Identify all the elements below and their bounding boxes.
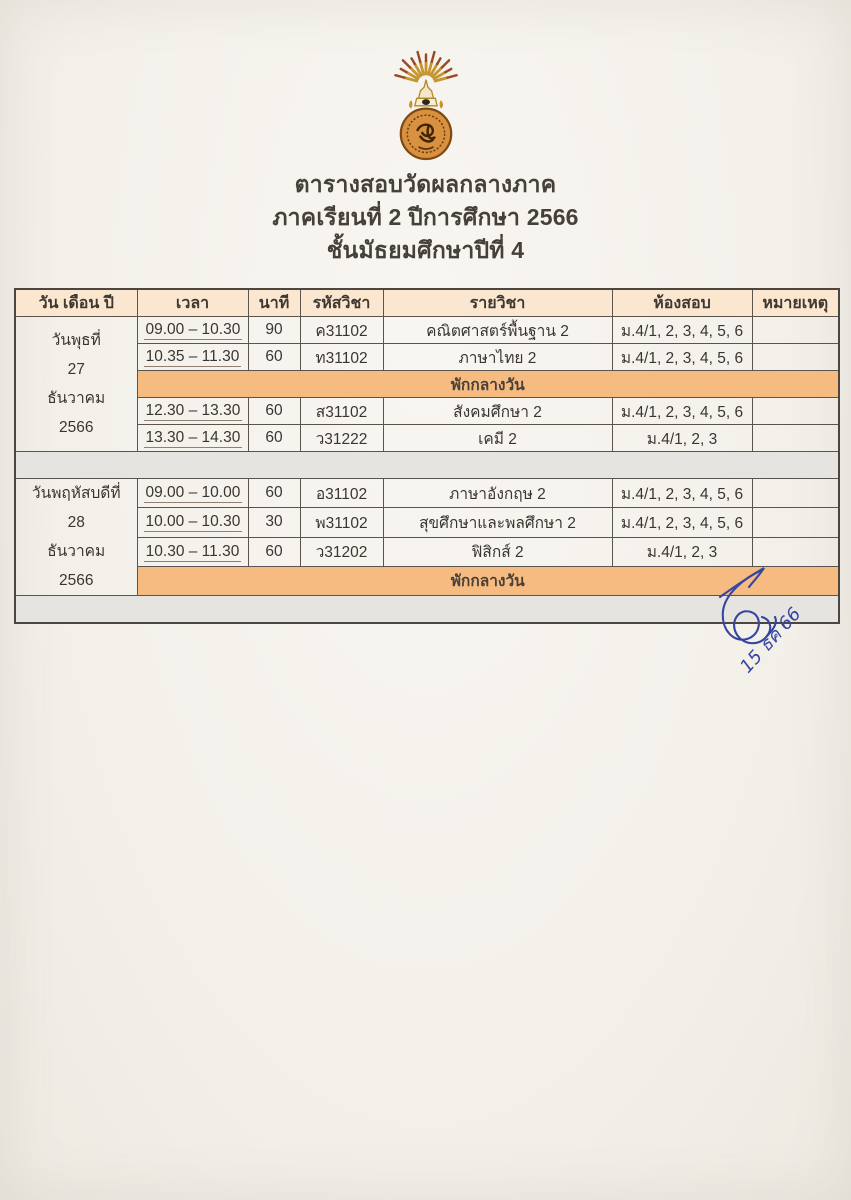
date-line: 28 bbox=[67, 514, 85, 531]
table-row: 10.30 – 11.30 60 ว31202 ฟิสิกส์ 2 ม.4/1,… bbox=[15, 536, 840, 567]
note-cell bbox=[751, 507, 840, 538]
day-separator-row bbox=[14, 595, 840, 624]
note-cell bbox=[751, 424, 840, 452]
table-row: 10.35 – 11.30 60 ท31102 ภาษาไทย 2 ม.4/1,… bbox=[15, 343, 840, 371]
subject-cell: คณิตศาสตร์พื้นฐาน 2 bbox=[382, 316, 613, 344]
date-line: 2566 bbox=[59, 572, 94, 589]
minutes-cell: 60 bbox=[247, 424, 301, 452]
subject-code-cell: ส31102 bbox=[299, 397, 384, 425]
time-cell: 09.00 – 10.00 bbox=[136, 477, 249, 509]
room-cell: ม.4/1, 2, 3, 4, 5, 6 bbox=[611, 477, 753, 509]
date-line: ธันวาคม bbox=[47, 390, 106, 407]
note-cell bbox=[751, 536, 840, 567]
day-separator-band bbox=[14, 451, 840, 479]
col-header-code: รหัสวิชา bbox=[299, 288, 384, 317]
subtitle-grade-level: ชั้นมัธยมศึกษาปีที่ 4 bbox=[326, 237, 525, 263]
time-range: 10.00 – 10.30 bbox=[143, 513, 243, 533]
subject-code-cell: พ31102 bbox=[299, 507, 384, 538]
subtitle-semester: ภาคเรียนที่ 2 ปีการศึกษา 2566 bbox=[272, 204, 579, 230]
minutes-cell: 30 bbox=[247, 507, 301, 538]
note-cell bbox=[751, 477, 840, 509]
subject-cell: ฟิสิกส์ 2 bbox=[382, 536, 613, 567]
crest-disc bbox=[399, 107, 452, 161]
time-range: 09.00 – 10.00 bbox=[143, 484, 243, 504]
table-row: วันพุธที่ 27 ธันวาคม 2566 09.00 – 10.30 … bbox=[14, 316, 840, 452]
subject-cell: ภาษาอังกฤษ 2 bbox=[382, 477, 613, 509]
date-line: 2566 bbox=[59, 419, 94, 436]
minutes-cell: 60 bbox=[247, 477, 301, 509]
minutes-cell: 90 bbox=[247, 316, 301, 344]
col-header-date: วัน เดือน ปี bbox=[14, 288, 138, 317]
day-separator-band bbox=[14, 595, 840, 624]
day-separator-row bbox=[14, 451, 840, 479]
subject-cell: ภาษาไทย 2 bbox=[382, 343, 613, 371]
minutes-cell: 60 bbox=[247, 397, 301, 425]
room-cell: ม.4/1, 2, 3, 4, 5, 6 bbox=[611, 343, 753, 371]
school-crest-icon bbox=[393, 50, 458, 161]
date-cell-day1: วันพุธที่ 27 ธันวาคม 2566 bbox=[14, 316, 138, 452]
col-header-subject: รายวิชา bbox=[382, 288, 613, 317]
table-row: 13.30 – 14.30 60 ว31222 เคมี 2 ม.4/1, 2,… bbox=[15, 424, 840, 452]
time-range: 10.35 – 11.30 bbox=[143, 348, 242, 367]
note-cell bbox=[751, 397, 840, 425]
time-range: 09.00 – 10.30 bbox=[143, 321, 243, 340]
col-header-note: หมายเหตุ bbox=[751, 288, 840, 317]
table-header-row: วัน เดือน ปี เวลา นาที รหัสวิชา รายวิชา … bbox=[14, 288, 840, 317]
school-crest-logo bbox=[370, 40, 482, 171]
time-range: 13.30 – 14.30 bbox=[143, 429, 243, 448]
time-range: 12.30 – 13.30 bbox=[143, 402, 243, 421]
time-cell: 13.30 – 14.30 bbox=[136, 424, 249, 452]
minutes-cell: 60 bbox=[247, 343, 301, 371]
subject-code-cell: ท31102 bbox=[299, 343, 384, 371]
time-cell: 10.30 – 11.30 bbox=[136, 536, 249, 567]
lunch-break-row: พักกลางวัน bbox=[15, 565, 840, 597]
lunch-break-banner: พักกลางวัน bbox=[136, 370, 840, 398]
subject-code-cell: ว31202 bbox=[299, 536, 384, 567]
table-row: 12.30 – 13.30 60 ส31102 สังคมศึกษา 2 ม.4… bbox=[15, 397, 840, 425]
time-cell: 12.30 – 13.30 bbox=[136, 397, 249, 425]
room-cell: ม.4/1, 2, 3, 4, 5, 6 bbox=[611, 507, 753, 538]
table-row: 10.00 – 10.30 30 พ31102 สุขศึกษาและพลศึก… bbox=[15, 507, 840, 538]
date-line: วันพุธที่ bbox=[51, 332, 101, 349]
room-cell: ม.4/1, 2, 3, 4, 5, 6 bbox=[611, 397, 753, 425]
exam-schedule-table: วัน เดือน ปี เวลา นาที รหัสวิชา รายวิชา … bbox=[14, 288, 840, 624]
time-cell: 10.35 – 11.30 bbox=[136, 343, 249, 371]
date-line: วันพฤหัสบดีที่ bbox=[31, 485, 121, 502]
subject-cell: เคมี 2 bbox=[382, 424, 613, 452]
minutes-cell: 60 bbox=[247, 536, 301, 567]
time-range: 10.30 – 11.30 bbox=[143, 542, 242, 562]
date-line: 27 bbox=[67, 361, 85, 378]
room-cell: ม.4/1, 2, 3 bbox=[611, 424, 753, 452]
time-cell: 10.00 – 10.30 bbox=[136, 507, 249, 538]
lunch-break-row: พักกลางวัน bbox=[15, 370, 840, 398]
room-cell: ม.4/1, 2, 3 bbox=[611, 536, 753, 567]
note-cell bbox=[751, 343, 840, 371]
page-title: ตารางสอบวัดผลกลางภาค bbox=[294, 171, 557, 197]
note-cell bbox=[751, 316, 840, 344]
date-line: ธันวาคม bbox=[47, 543, 106, 560]
subject-cell: สุขศึกษาและพลศึกษา 2 bbox=[382, 507, 613, 538]
subject-cell: สังคมศึกษา 2 bbox=[382, 397, 613, 425]
document-header: ตารางสอบวัดผลกลางภาค ภาคเรียนที่ 2 ปีการ… bbox=[0, 168, 851, 267]
col-header-minutes: นาที bbox=[247, 288, 301, 317]
room-cell: ม.4/1, 2, 3, 4, 5, 6 bbox=[611, 316, 753, 344]
lunch-break-banner: พักกลางวัน bbox=[136, 565, 840, 597]
subject-code-cell: อ31102 bbox=[299, 477, 384, 509]
col-header-time: เวลา bbox=[136, 288, 249, 317]
table-row: วันพฤหัสบดีที่ 28 ธันวาคม 2566 09.00 – 1… bbox=[14, 477, 840, 596]
time-cell: 09.00 – 10.30 bbox=[136, 316, 249, 344]
subject-code-cell: ว31222 bbox=[299, 424, 384, 452]
date-cell-day2: วันพฤหัสบดีที่ 28 ธันวาคม 2566 bbox=[14, 478, 138, 596]
subject-code-cell: ค31102 bbox=[299, 316, 384, 344]
col-header-room: ห้องสอบ bbox=[611, 288, 753, 317]
crest-chedi bbox=[408, 79, 443, 109]
